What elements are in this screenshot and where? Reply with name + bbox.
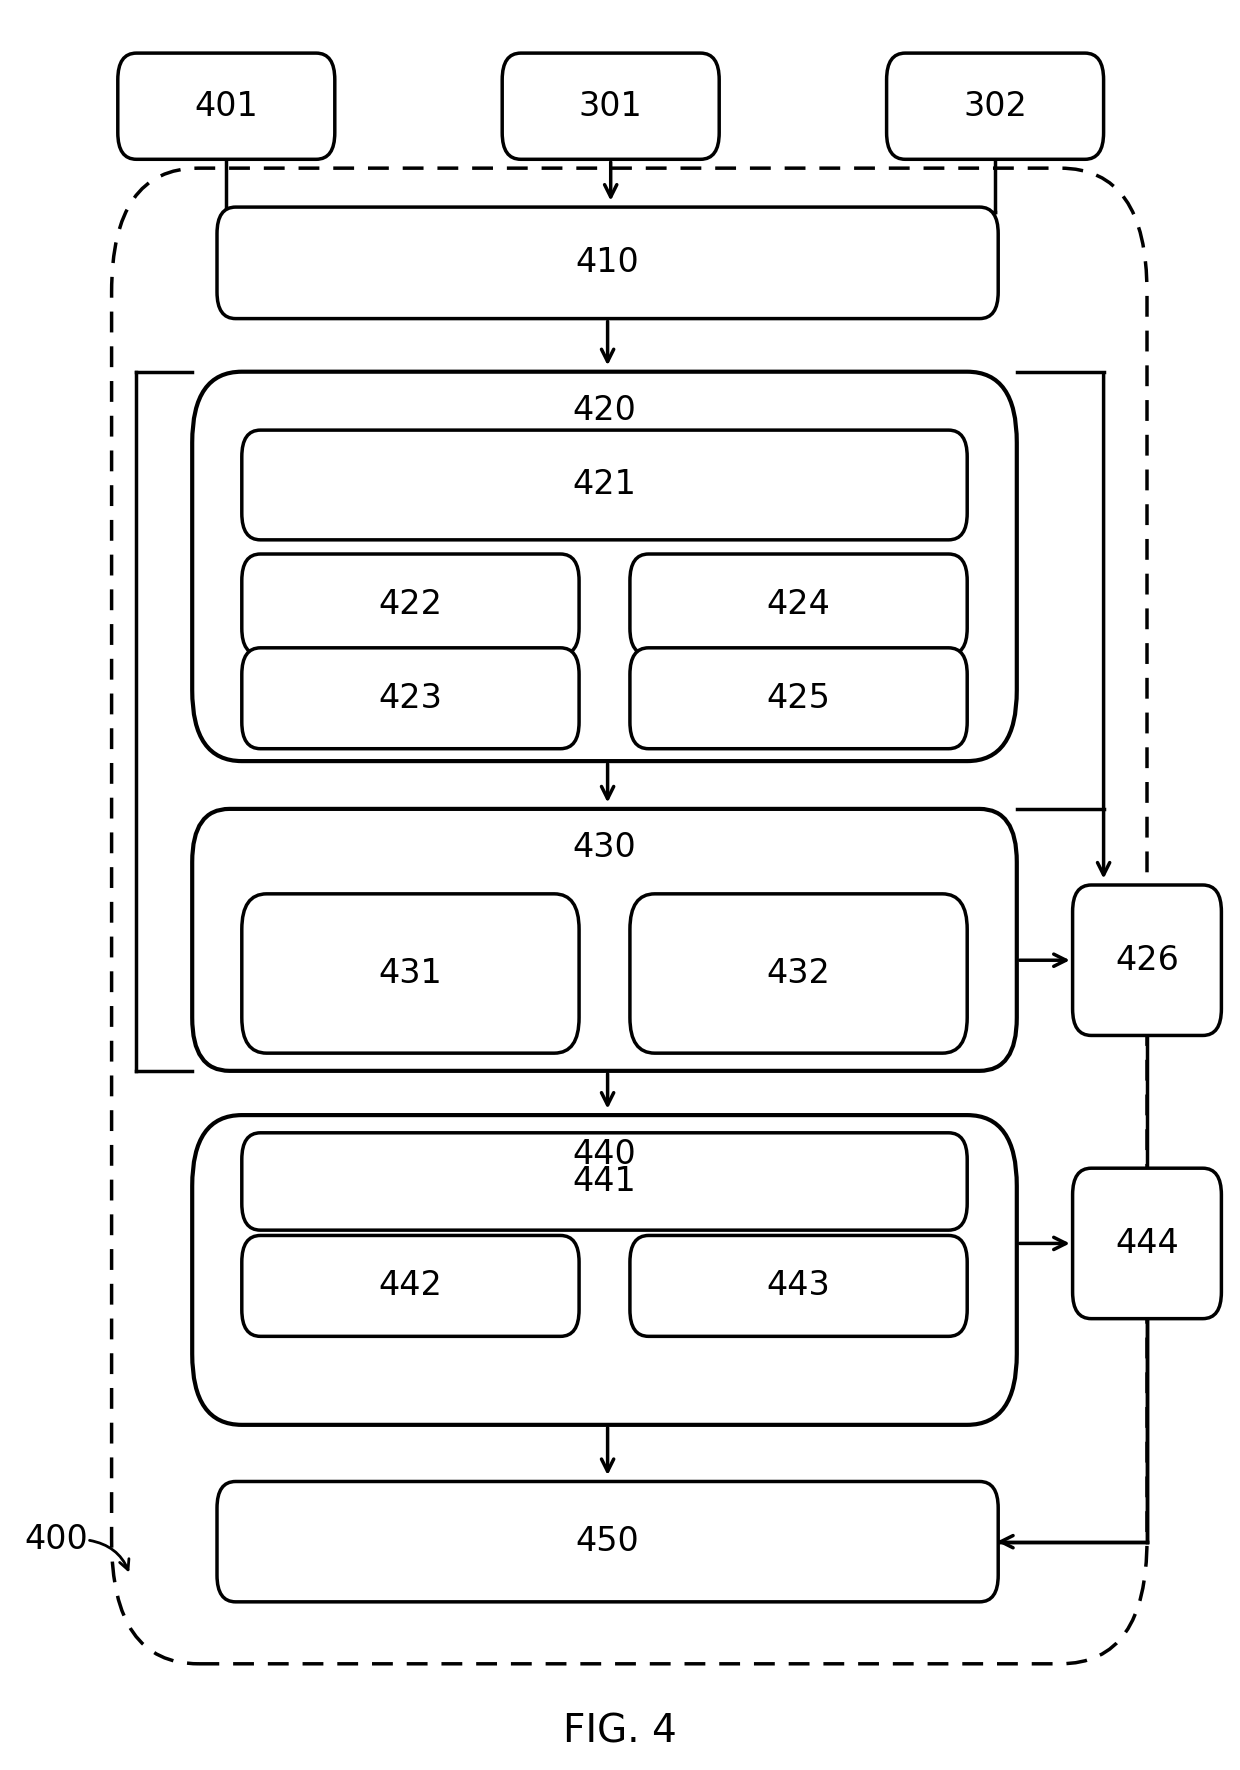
Text: 443: 443 <box>766 1269 831 1303</box>
Text: 424: 424 <box>766 588 831 621</box>
Text: 431: 431 <box>378 958 443 989</box>
FancyBboxPatch shape <box>1073 1168 1221 1319</box>
Text: 400: 400 <box>24 1524 88 1556</box>
FancyBboxPatch shape <box>192 372 1017 761</box>
FancyBboxPatch shape <box>630 554 967 655</box>
Text: 410: 410 <box>575 246 640 280</box>
FancyBboxPatch shape <box>630 894 967 1053</box>
Text: 401: 401 <box>195 90 258 122</box>
Text: 440: 440 <box>573 1138 636 1170</box>
Text: 423: 423 <box>378 681 443 715</box>
FancyBboxPatch shape <box>217 207 998 319</box>
Text: 430: 430 <box>573 832 636 864</box>
FancyBboxPatch shape <box>242 894 579 1053</box>
FancyBboxPatch shape <box>1073 885 1221 1035</box>
FancyBboxPatch shape <box>242 554 579 655</box>
FancyBboxPatch shape <box>118 53 335 159</box>
Text: 441: 441 <box>573 1165 636 1198</box>
Text: 425: 425 <box>766 681 831 715</box>
FancyBboxPatch shape <box>242 430 967 540</box>
FancyBboxPatch shape <box>630 648 967 749</box>
Text: FIG. 4: FIG. 4 <box>563 1712 677 1751</box>
FancyBboxPatch shape <box>192 1115 1017 1425</box>
Text: 302: 302 <box>963 90 1027 122</box>
Text: 432: 432 <box>766 958 831 989</box>
Text: 421: 421 <box>573 469 636 501</box>
Text: 426: 426 <box>1115 943 1179 977</box>
FancyBboxPatch shape <box>630 1235 967 1336</box>
Text: 420: 420 <box>573 395 636 427</box>
FancyBboxPatch shape <box>887 53 1104 159</box>
Text: 450: 450 <box>575 1526 640 1558</box>
FancyBboxPatch shape <box>242 648 579 749</box>
FancyBboxPatch shape <box>502 53 719 159</box>
Text: 422: 422 <box>378 588 443 621</box>
FancyBboxPatch shape <box>242 1235 579 1336</box>
FancyBboxPatch shape <box>242 1133 967 1230</box>
FancyBboxPatch shape <box>217 1481 998 1602</box>
Text: 444: 444 <box>1115 1227 1179 1260</box>
Text: 442: 442 <box>378 1269 443 1303</box>
FancyBboxPatch shape <box>192 809 1017 1071</box>
Text: 301: 301 <box>579 90 642 122</box>
